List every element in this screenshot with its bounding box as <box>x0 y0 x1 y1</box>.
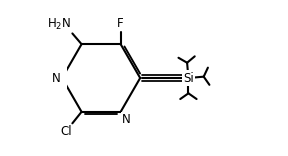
Text: N: N <box>52 71 61 85</box>
Text: Si: Si <box>183 71 194 85</box>
Text: N: N <box>122 113 131 126</box>
Text: F: F <box>117 17 124 30</box>
Text: Cl: Cl <box>60 125 72 138</box>
Text: H$_2$N: H$_2$N <box>47 17 71 32</box>
